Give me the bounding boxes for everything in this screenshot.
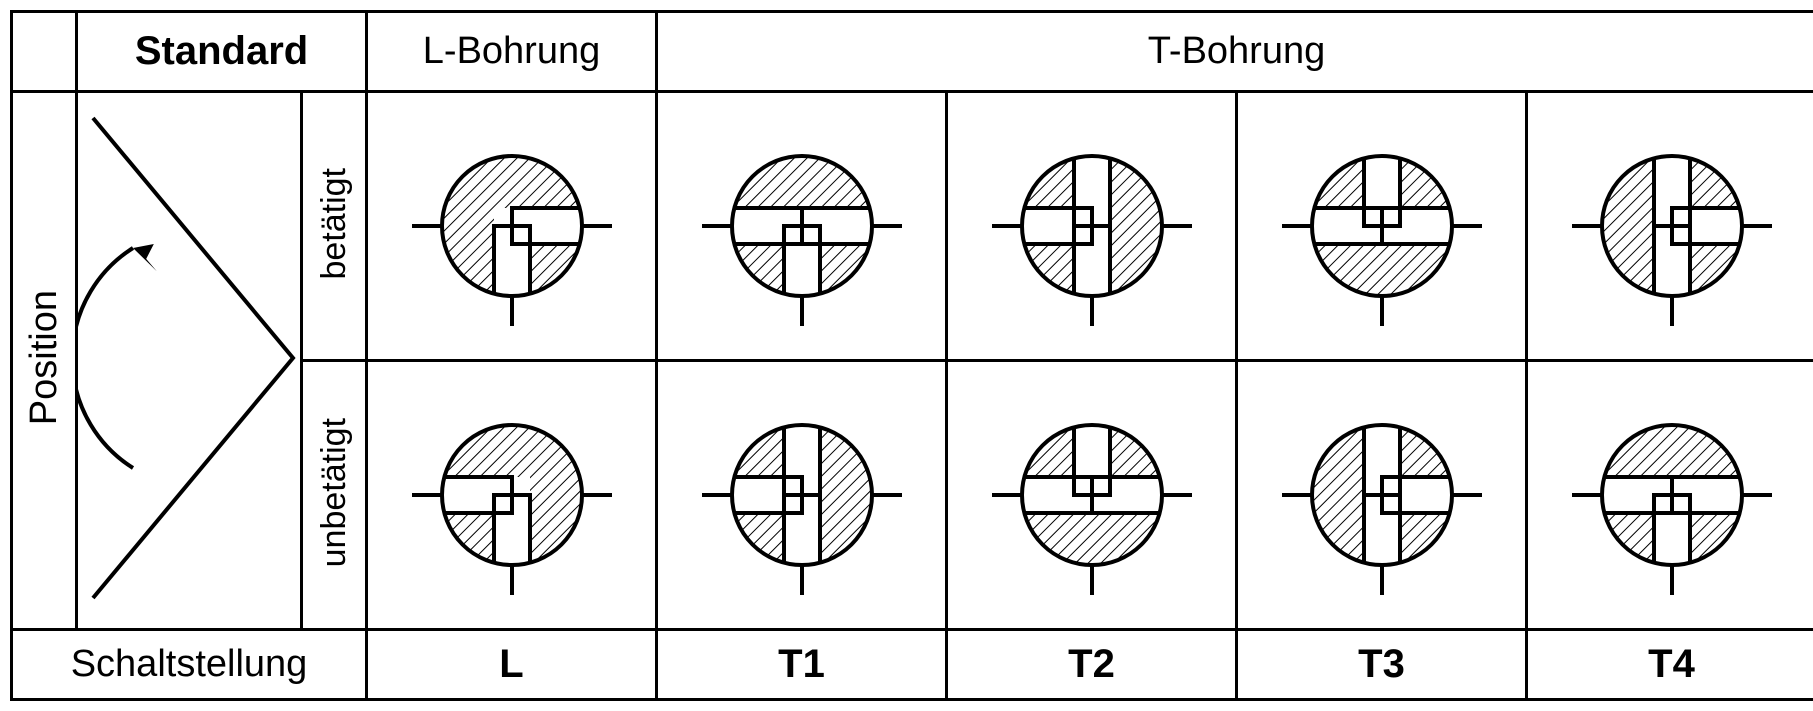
state-actuated-label: betätigt — [315, 168, 354, 280]
state-actuated-cell: betätigt — [302, 92, 367, 361]
valve-T4-unactuated — [1527, 361, 1813, 630]
valve-T3-unactuated — [1237, 361, 1527, 630]
position-label-cell: Position — [12, 92, 77, 630]
rotation-diagram — [78, 93, 303, 623]
valve-T3-actuated — [1237, 92, 1527, 361]
state-unactuated-label: unbetätigt — [315, 418, 354, 567]
valve-T2-unactuated — [947, 361, 1237, 630]
row-actuated: Position betätigt — [12, 92, 1813, 361]
valve-position-table: Standard L-Bohrung T-Bohrung Position be… — [10, 10, 1813, 701]
position-label: Position — [23, 290, 66, 425]
valve-L-actuated — [367, 92, 657, 361]
valve-T1-unactuated — [657, 361, 947, 630]
footer-code-T1: T1 — [657, 630, 947, 700]
footer-code-T3: T3 — [1237, 630, 1527, 700]
header-blank — [12, 12, 77, 92]
state-unactuated-cell: unbetätigt — [302, 361, 367, 630]
footer-row: Schaltstellung L T1 T2 T3 T4 — [12, 630, 1813, 700]
header-row: Standard L-Bohrung T-Bohrung — [12, 12, 1813, 92]
footer-switch-position: Schaltstellung — [12, 630, 367, 700]
footer-code-T2: T2 — [947, 630, 1237, 700]
valve-T4-actuated — [1527, 92, 1813, 361]
header-l-bore: L-Bohrung — [367, 12, 657, 92]
valve-T2-actuated — [947, 92, 1237, 361]
valve-L-unactuated — [367, 361, 657, 630]
footer-code-T4: T4 — [1527, 630, 1813, 700]
rotation-diagram-cell — [77, 92, 302, 630]
header-standard: Standard — [77, 12, 367, 92]
header-t-bore: T-Bohrung — [657, 12, 1813, 92]
footer-code-L: L — [367, 630, 657, 700]
valve-T1-actuated — [657, 92, 947, 361]
